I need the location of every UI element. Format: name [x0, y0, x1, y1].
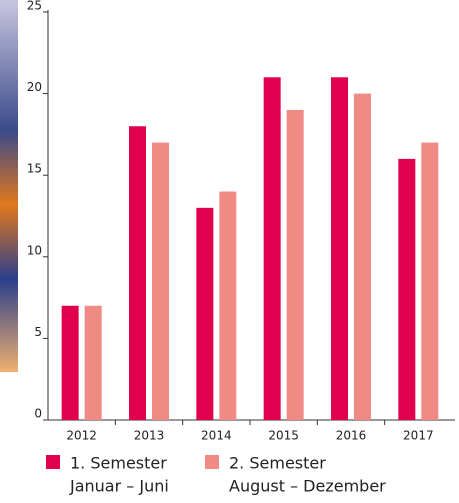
- legend-detail: August – Dezember: [229, 477, 386, 496]
- x-tick-label: 2014: [201, 429, 232, 443]
- y-tick-label: 10: [27, 243, 42, 257]
- x-tick-label: 2016: [336, 429, 367, 443]
- bar: [61, 305, 79, 420]
- x-tick-label: 2012: [66, 429, 97, 443]
- bar: [286, 109, 304, 421]
- x-tick-label: 2013: [134, 429, 165, 443]
- photo-strip: [0, 0, 18, 372]
- bar: [331, 77, 348, 420]
- y-tick-label: 0: [34, 407, 42, 421]
- bar: [84, 305, 102, 420]
- bar: [263, 77, 281, 420]
- bar: [219, 191, 237, 420]
- legend-detail: Januar – Juni: [69, 477, 169, 496]
- legend-label: 1. Semester: [70, 454, 167, 473]
- bar: [196, 207, 214, 420]
- bar: [129, 126, 146, 421]
- bar: [421, 142, 439, 420]
- y-tick-label: 5: [34, 325, 42, 339]
- y-tick-label: 20: [27, 80, 42, 94]
- bar: [354, 93, 371, 420]
- legend-swatch: [46, 455, 60, 469]
- x-tick-label: 2015: [268, 429, 299, 443]
- bar: [152, 142, 169, 420]
- bar: [398, 158, 416, 420]
- y-tick-label: 25: [27, 0, 42, 13]
- x-tick-label: 2017: [403, 429, 434, 443]
- y-tick-label: 15: [27, 162, 42, 176]
- legend-label: 2. Semester: [229, 454, 326, 473]
- legend-swatch: [205, 455, 219, 469]
